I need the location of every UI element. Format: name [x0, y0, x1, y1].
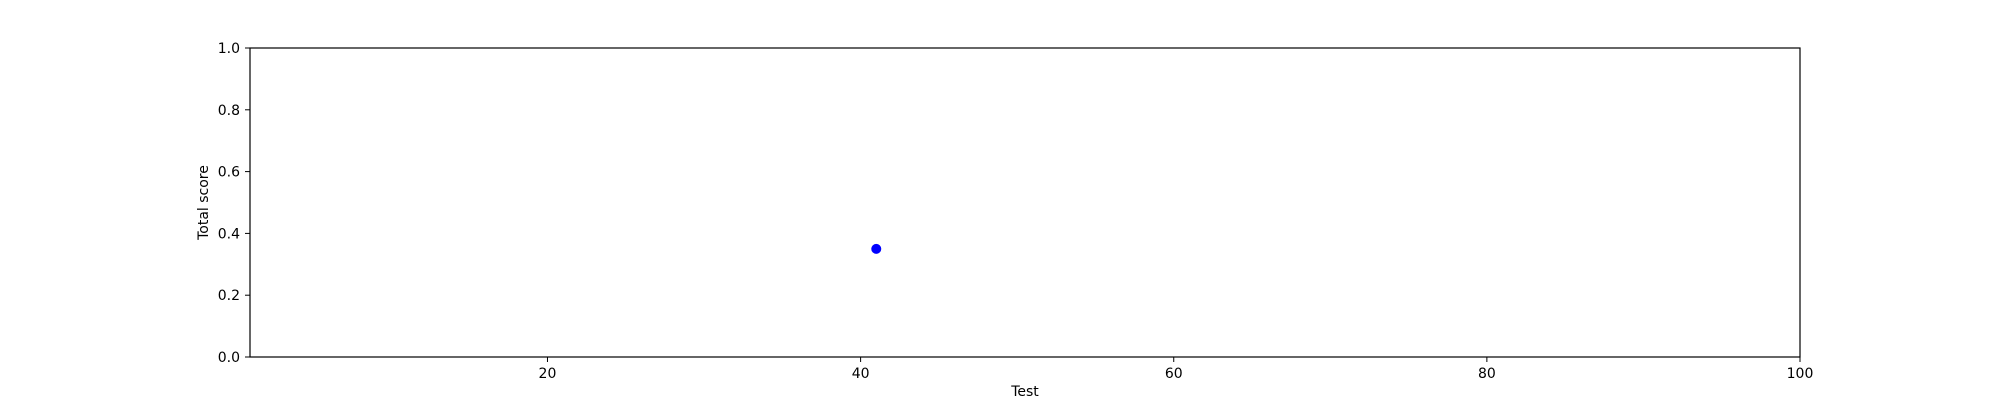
x-tick-label: 20: [539, 366, 557, 382]
plot-frame: [249, 47, 1801, 358]
x-tick-label: 80: [1478, 366, 1496, 382]
y-tick-label: 0.2: [218, 288, 240, 304]
y-axis-label: Total score: [196, 165, 212, 241]
y-tick-label: 0.6: [218, 165, 240, 181]
x-tick-label: 60: [1165, 366, 1183, 382]
x-axis-label: Test: [1010, 384, 1039, 400]
x-axis-ticks: 20 40 60 80 100: [539, 357, 1814, 382]
y-tick-label: 0.4: [218, 226, 240, 242]
y-tick-label: 0.8: [218, 103, 240, 119]
x-tick-label: 100: [1787, 366, 1814, 382]
y-axis-ticks: 0.0 0.2 0.4 0.6 0.8 1.0: [218, 41, 250, 366]
data-points: [871, 243, 882, 254]
y-tick-label: 1.0: [218, 41, 240, 57]
x-tick-label: 40: [852, 366, 870, 382]
y-tick-label: 0.0: [218, 350, 240, 366]
data-point: [871, 243, 882, 254]
